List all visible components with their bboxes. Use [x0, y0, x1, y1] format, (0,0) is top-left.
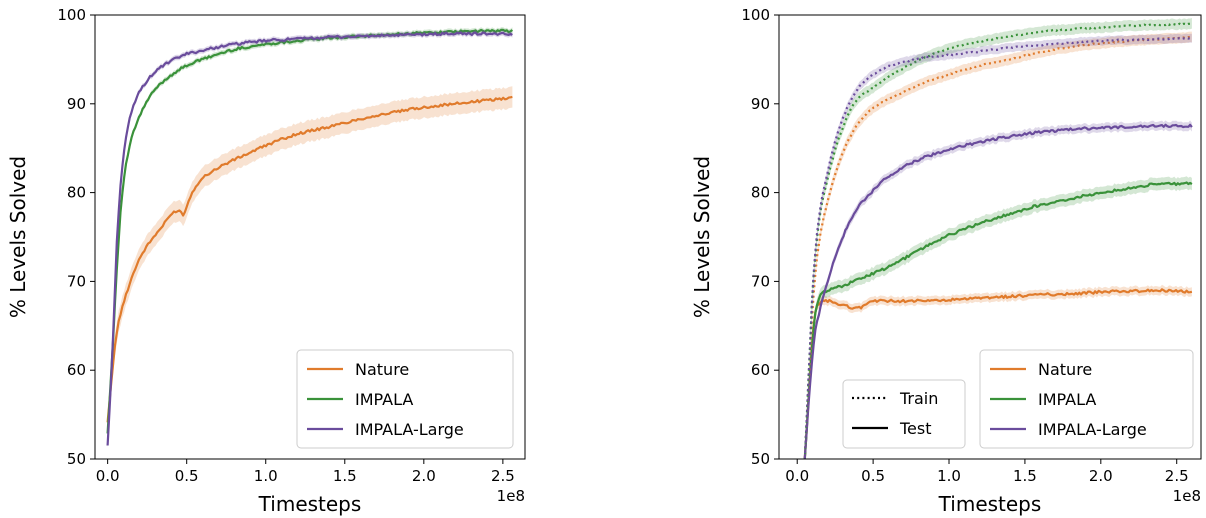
y-tick-label: 100 — [57, 6, 86, 24]
x-offset-text: 1e8 — [497, 487, 525, 505]
legend-label: IMPALA — [355, 390, 413, 409]
legend-label: IMPALA-Large — [355, 420, 464, 439]
legend: Nature IMPALA IMPALA-Large — [979, 349, 1194, 449]
y-axis-label: % Levels Solved — [690, 156, 714, 318]
y-tick-label: 100 — [741, 6, 770, 24]
series-line-nature-test — [803, 288, 1193, 459]
x-tick-label: 0.5 — [175, 467, 199, 485]
x-tick-label: 2.5 — [491, 467, 515, 485]
y-tick-label: 60 — [67, 361, 86, 379]
y-tick-label: 90 — [67, 95, 86, 113]
x-tick-label: 1.5 — [1013, 467, 1037, 485]
series-band-nature-test — [804, 284, 1192, 459]
x-axis-label: Timesteps — [258, 492, 362, 516]
series-line-impala-large — [106, 31, 513, 446]
axes-frame — [778, 14, 1202, 460]
plot-area — [803, 18, 1193, 459]
x-axis-label: Timesteps — [938, 492, 1042, 516]
x-tick-label: 1.0 — [937, 467, 961, 485]
x-tick-label: 0.5 — [861, 467, 885, 485]
legend-box — [296, 349, 514, 449]
chart-left: 0.0 0.5 1.0 1.5 2.0 2.5 50 60 70 80 90 100 Timesteps… — [6, 6, 526, 516]
legend-label: IMPALA-Large — [1038, 420, 1147, 439]
legend-box — [979, 349, 1194, 449]
y-tick-label: 80 — [67, 184, 86, 202]
y-tick-label: 70 — [67, 272, 86, 290]
y-tick-label: 60 — [751, 361, 770, 379]
y-tick-label: 80 — [751, 184, 770, 202]
plot-area — [106, 27, 514, 449]
x-tick-label: 1.5 — [333, 467, 357, 485]
series-line-impala-test — [803, 181, 1193, 459]
legend: Nature IMPALA IMPALA-Large — [296, 349, 514, 449]
x-tick-label: 0.0 — [785, 467, 809, 485]
x-tick-label: 0.0 — [96, 467, 120, 485]
x-offset-text: 1e8 — [1173, 487, 1201, 505]
legend-label: IMPALA — [1038, 390, 1096, 409]
y-tick-label: 70 — [751, 272, 770, 290]
legend-label: Nature — [1038, 360, 1092, 379]
legend-label: Nature — [355, 360, 409, 379]
style-legend-label: Test — [899, 419, 932, 438]
x-tick-label: 2.0 — [1089, 467, 1113, 485]
y-tick-label: 50 — [67, 450, 86, 468]
y-tick-label: 50 — [751, 450, 770, 468]
axes-frame — [94, 14, 526, 460]
style-legend-label: Train — [899, 389, 938, 408]
style-legend: Train Test — [842, 379, 966, 449]
series-line-impala-large-test — [803, 123, 1193, 458]
y-tick-label: 90 — [751, 95, 770, 113]
series-band-nature — [107, 86, 513, 434]
chart-right: 0.0 0.5 1.0 1.5 2.0 2.5 50 60 70 80 90 100 Timesteps… — [690, 6, 1202, 516]
x-tick-label: 2.0 — [412, 467, 436, 485]
series-line-impala-large-train — [803, 36, 1193, 459]
x-tick-label: 2.5 — [1165, 467, 1189, 485]
y-axis-label: % Levels Solved — [6, 156, 30, 318]
series-line-nature — [106, 95, 513, 423]
x-tick-label: 1.0 — [254, 467, 278, 485]
